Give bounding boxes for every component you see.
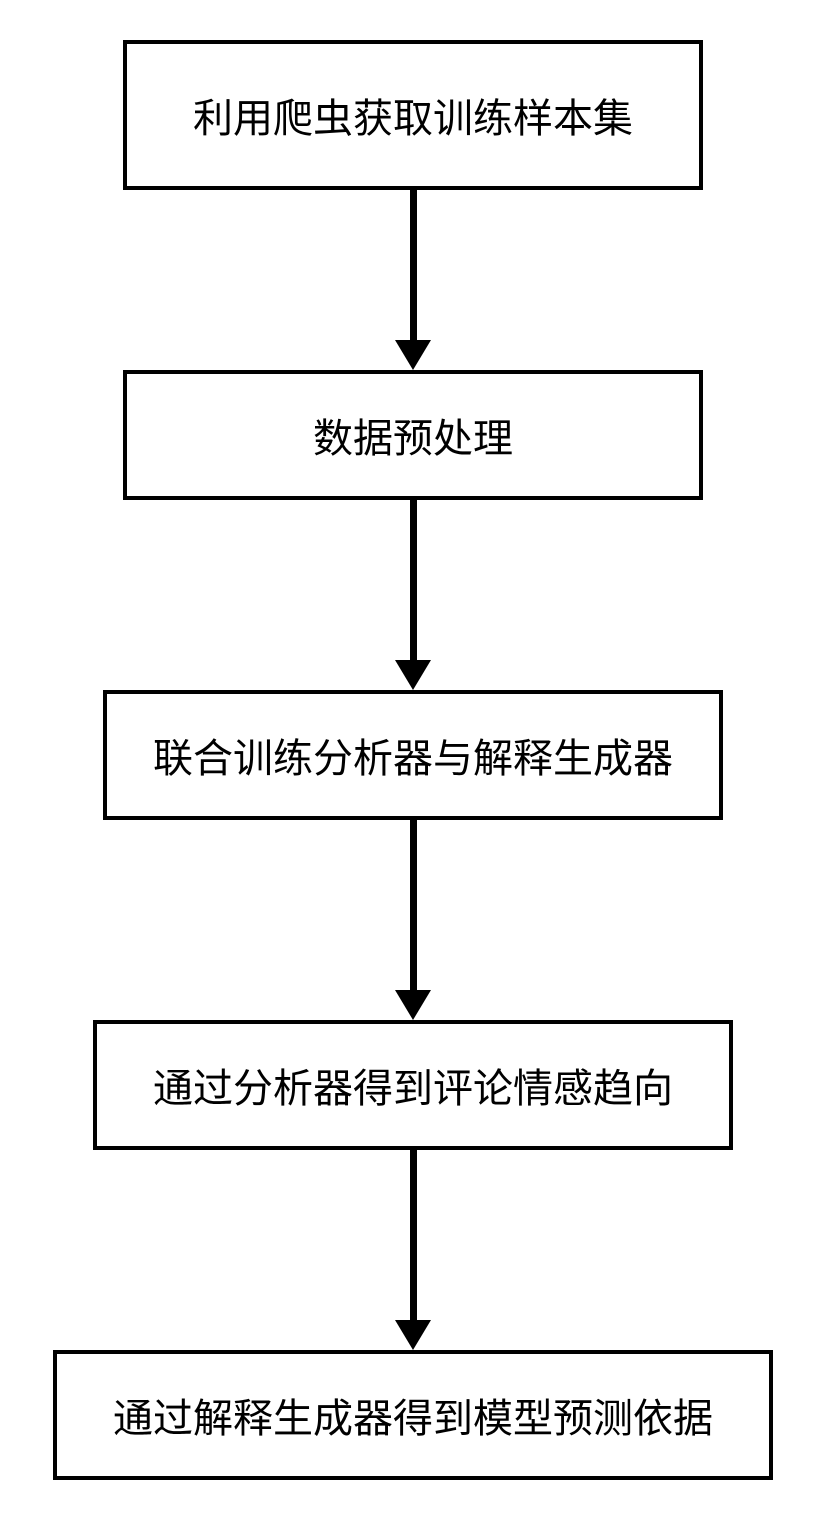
flowchart-container: 利用爬虫获取训练样本集数据预处理联合训练分析器与解释生成器通过分析器得到评论情感…	[53, 40, 773, 1480]
flowchart-arrow-3	[395, 820, 431, 1020]
flowchart-node-label-4: 通过分析器得到评论情感趋向	[153, 1056, 673, 1114]
arrow-line-icon	[410, 190, 417, 340]
flowchart-node-4: 通过分析器得到评论情感趋向	[93, 1020, 733, 1150]
arrow-line-icon	[410, 1150, 417, 1320]
arrow-head-icon	[395, 1320, 431, 1350]
arrow-head-icon	[395, 340, 431, 370]
flowchart-node-label-1: 利用爬虫获取训练样本集	[193, 86, 633, 144]
flowchart-node-3: 联合训练分析器与解释生成器	[103, 690, 723, 820]
flowchart-node-1: 利用爬虫获取训练样本集	[123, 40, 703, 190]
flowchart-node-5: 通过解释生成器得到模型预测依据	[53, 1350, 773, 1480]
flowchart-node-2: 数据预处理	[123, 370, 703, 500]
flowchart-arrow-4	[395, 1150, 431, 1350]
flowchart-node-label-2: 数据预处理	[313, 406, 513, 464]
arrow-head-icon	[395, 990, 431, 1020]
flowchart-node-label-5: 通过解释生成器得到模型预测依据	[113, 1386, 713, 1444]
flowchart-node-label-3: 联合训练分析器与解释生成器	[153, 726, 673, 784]
arrow-line-icon	[410, 500, 417, 660]
arrow-head-icon	[395, 660, 431, 690]
flowchart-arrow-1	[395, 190, 431, 370]
arrow-line-icon	[410, 820, 417, 990]
flowchart-arrow-2	[395, 500, 431, 690]
